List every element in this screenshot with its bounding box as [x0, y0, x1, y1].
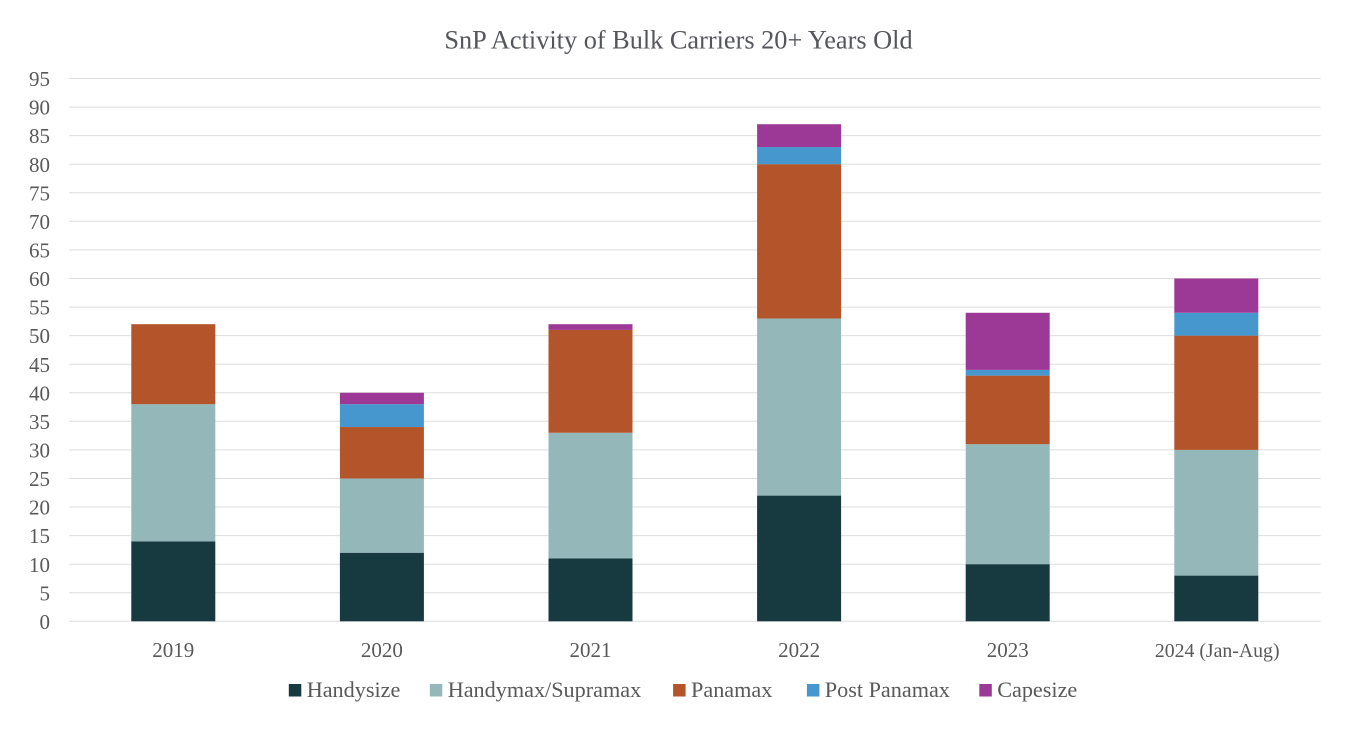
svg-text:90: 90: [29, 96, 50, 120]
svg-text:2020: 2020: [361, 638, 403, 662]
svg-text:85: 85: [29, 124, 50, 148]
svg-text:Post Panamax: Post Panamax: [825, 677, 950, 702]
svg-text:5: 5: [40, 581, 51, 605]
svg-text:75: 75: [29, 181, 50, 205]
svg-text:2022: 2022: [778, 638, 820, 662]
svg-text:40: 40: [29, 381, 50, 405]
svg-text:SnP Activity of Bulk Carriers: SnP Activity of Bulk Carriers 20+ Years …: [444, 25, 912, 54]
svg-text:60: 60: [29, 267, 50, 291]
svg-text:15: 15: [29, 524, 50, 548]
svg-text:55: 55: [29, 296, 50, 320]
svg-text:2023: 2023: [987, 638, 1029, 662]
svg-text:45: 45: [29, 353, 50, 377]
svg-text:70: 70: [29, 210, 50, 234]
svg-text:2019: 2019: [152, 638, 194, 662]
svg-text:2021: 2021: [570, 638, 612, 662]
svg-text:Panamax: Panamax: [691, 677, 772, 702]
svg-text:30: 30: [29, 439, 50, 463]
svg-text:50: 50: [29, 324, 50, 348]
svg-text:35: 35: [29, 410, 50, 434]
svg-text:65: 65: [29, 239, 50, 263]
svg-text:80: 80: [29, 153, 50, 177]
svg-text:Handysize: Handysize: [307, 677, 401, 702]
svg-text:95: 95: [29, 67, 50, 91]
svg-text:Capesize: Capesize: [997, 677, 1077, 702]
svg-text:20: 20: [29, 496, 50, 520]
svg-text:10: 10: [29, 553, 50, 577]
svg-text:2024 (Jan-Aug): 2024 (Jan-Aug): [1155, 640, 1280, 662]
svg-text:0: 0: [40, 610, 51, 634]
svg-text:Handymax/Supramax: Handymax/Supramax: [448, 677, 641, 702]
svg-text:25: 25: [29, 467, 50, 491]
